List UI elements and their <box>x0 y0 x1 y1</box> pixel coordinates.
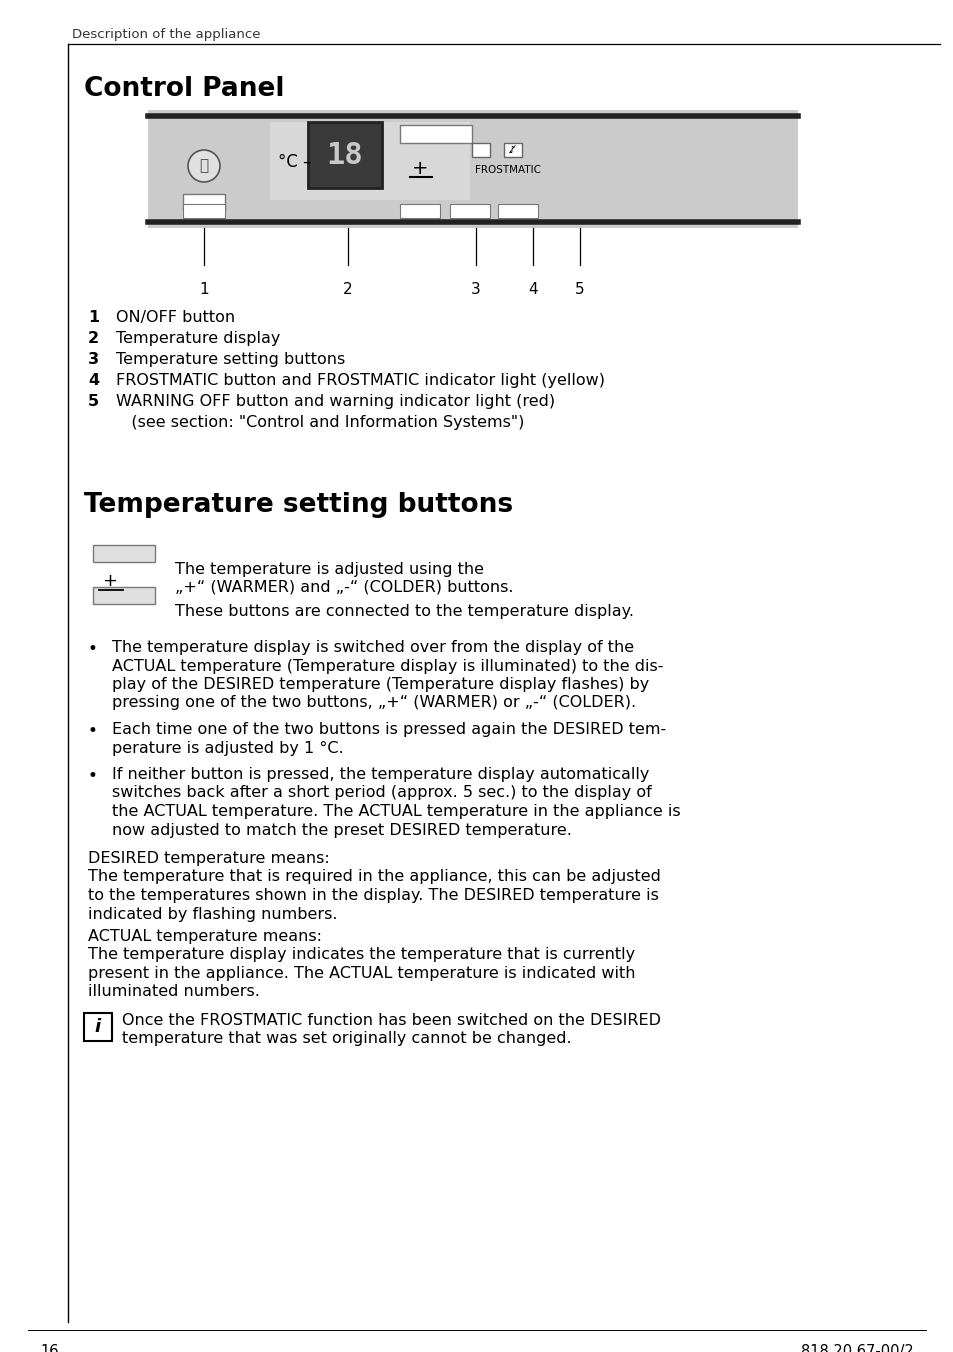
Bar <box>92 587 154 604</box>
Text: If neither button is pressed, the temperature display automatically: If neither button is pressed, the temper… <box>112 767 649 781</box>
Text: ON/OFF button: ON/OFF button <box>116 310 234 324</box>
Text: +: + <box>412 158 428 177</box>
Text: 16: 16 <box>40 1344 58 1352</box>
Text: Temperature display: Temperature display <box>116 331 280 346</box>
Text: ACTUAL temperature (Temperature display is illuminated) to the dis-: ACTUAL temperature (Temperature display … <box>112 658 662 673</box>
Text: Temperature setting buttons: Temperature setting buttons <box>116 352 345 366</box>
Text: 818 20 67-00/2: 818 20 67-00/2 <box>801 1344 913 1352</box>
Text: 1: 1 <box>88 310 99 324</box>
Text: Temperature setting buttons: Temperature setting buttons <box>84 492 513 518</box>
Text: 18: 18 <box>326 141 363 169</box>
Text: 5: 5 <box>88 393 99 410</box>
Text: 5: 5 <box>575 283 584 297</box>
Text: FROSTMATIC: FROSTMATIC <box>475 165 540 174</box>
Text: WARNING OFF button and warning indicator light (red): WARNING OFF button and warning indicator… <box>116 393 555 410</box>
Text: •: • <box>88 639 98 658</box>
Text: 3: 3 <box>471 283 480 297</box>
Text: 2: 2 <box>88 331 99 346</box>
Circle shape <box>188 150 220 183</box>
Text: These buttons are connected to the temperature display.: These buttons are connected to the tempe… <box>174 604 634 619</box>
Text: to the temperatures shown in the display. The DESIRED temperature is: to the temperatures shown in the display… <box>88 888 659 903</box>
Bar <box>183 193 225 210</box>
Text: Control Panel: Control Panel <box>84 76 284 101</box>
Bar <box>450 204 490 218</box>
Text: ACTUAL temperature means:: ACTUAL temperature means: <box>88 929 322 944</box>
Text: 2: 2 <box>343 283 353 297</box>
Text: Description of the appliance: Description of the appliance <box>71 28 260 41</box>
Text: (see section: "Control and Information Systems"): (see section: "Control and Information S… <box>116 415 524 430</box>
Bar <box>270 122 470 200</box>
Text: Once the FROSTMATIC function has been switched on the DESIRED: Once the FROSTMATIC function has been sw… <box>122 1013 660 1028</box>
Text: pressing one of the two buttons, „+“ (WARMER) or „-“ (COLDER).: pressing one of the two buttons, „+“ (WA… <box>112 695 636 711</box>
Text: Ⓟ: Ⓟ <box>199 158 209 173</box>
Text: DESIRED temperature means:: DESIRED temperature means: <box>88 850 330 867</box>
Bar <box>308 122 381 188</box>
Text: Each time one of the two buttons is pressed again the DESIRED tem-: Each time one of the two buttons is pres… <box>112 722 665 737</box>
Bar <box>92 545 154 562</box>
Text: The temperature is adjusted using the: The temperature is adjusted using the <box>174 562 483 577</box>
Text: switches back after a short period (approx. 5 sec.) to the display of: switches back after a short period (appr… <box>112 786 651 800</box>
Text: i: i <box>95 1018 101 1036</box>
Bar <box>472 143 490 157</box>
Text: °C –: °C – <box>277 153 312 170</box>
Text: •: • <box>88 767 98 786</box>
Text: FROSTMATIC button and FROSTMATIC indicator light (yellow): FROSTMATIC button and FROSTMATIC indicat… <box>116 373 604 388</box>
Text: The temperature that is required in the appliance, this can be adjusted: The temperature that is required in the … <box>88 869 660 884</box>
Text: +: + <box>102 572 117 589</box>
Bar <box>183 204 225 218</box>
Text: 4: 4 <box>88 373 99 388</box>
Text: present in the appliance. The ACTUAL temperature is indicated with: present in the appliance. The ACTUAL tem… <box>88 965 635 982</box>
Bar <box>148 110 797 228</box>
Text: perature is adjusted by 1 °C.: perature is adjusted by 1 °C. <box>112 741 343 756</box>
Text: 3: 3 <box>88 352 99 366</box>
Text: „+“ (WARMER) and „-“ (COLDER) buttons.: „+“ (WARMER) and „-“ (COLDER) buttons. <box>174 580 513 595</box>
Text: the ACTUAL temperature. The ACTUAL temperature in the appliance is: the ACTUAL temperature. The ACTUAL tempe… <box>112 804 679 819</box>
Bar <box>503 143 521 157</box>
Text: ♪̸: ♪̸ <box>509 145 516 155</box>
Bar <box>84 1013 112 1041</box>
Text: now adjusted to match the preset DESIRED temperature.: now adjusted to match the preset DESIRED… <box>112 822 571 837</box>
Text: play of the DESIRED temperature (Temperature display flashes) by: play of the DESIRED temperature (Tempera… <box>112 677 649 692</box>
Bar <box>497 204 537 218</box>
Text: The temperature display indicates the temperature that is currently: The temperature display indicates the te… <box>88 948 635 963</box>
Text: 4: 4 <box>528 283 537 297</box>
Text: The temperature display is switched over from the display of the: The temperature display is switched over… <box>112 639 634 654</box>
Bar <box>399 124 472 143</box>
Text: 1: 1 <box>199 283 209 297</box>
Text: •: • <box>88 722 98 740</box>
Text: illuminated numbers.: illuminated numbers. <box>88 984 259 999</box>
Bar <box>399 204 439 218</box>
Text: indicated by flashing numbers.: indicated by flashing numbers. <box>88 906 337 922</box>
Text: temperature that was set originally cannot be changed.: temperature that was set originally cann… <box>122 1032 571 1046</box>
